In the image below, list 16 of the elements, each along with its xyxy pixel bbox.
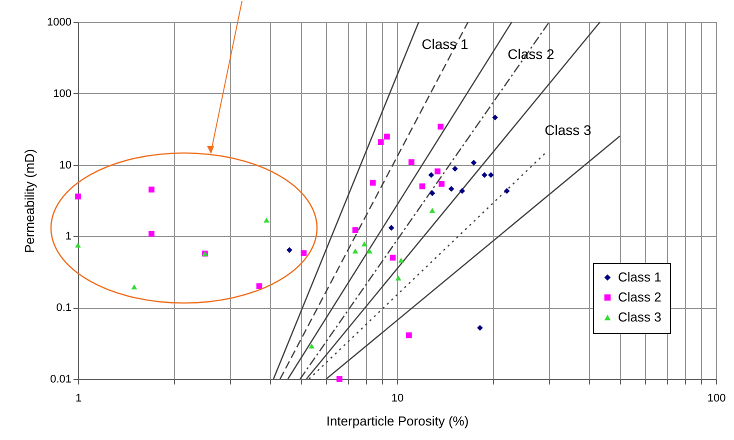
x-axis-title: Interparticle Porosity (%)	[326, 414, 469, 428]
y-tick-label: 0.01	[50, 374, 72, 386]
y-tick-label: 1	[65, 230, 72, 243]
legend-label: Class 2	[618, 290, 662, 304]
x-tick-label: 10	[391, 392, 404, 404]
legend-label: Class 1	[618, 270, 662, 284]
y-tick-label: 0.1	[56, 302, 72, 314]
annotation: Class 1	[422, 36, 469, 52]
y-axis-title: Permeability (mD)	[22, 148, 38, 254]
legend-label: Class 3	[618, 310, 662, 324]
y-tick-label: 10	[59, 159, 72, 172]
y-tick-label: 100	[53, 88, 72, 100]
x-tick-label: 100	[707, 392, 726, 404]
x-tick-label: 1	[75, 392, 82, 404]
y-tick-label: 1000	[47, 16, 72, 28]
annotation: Class 3	[544, 122, 592, 138]
